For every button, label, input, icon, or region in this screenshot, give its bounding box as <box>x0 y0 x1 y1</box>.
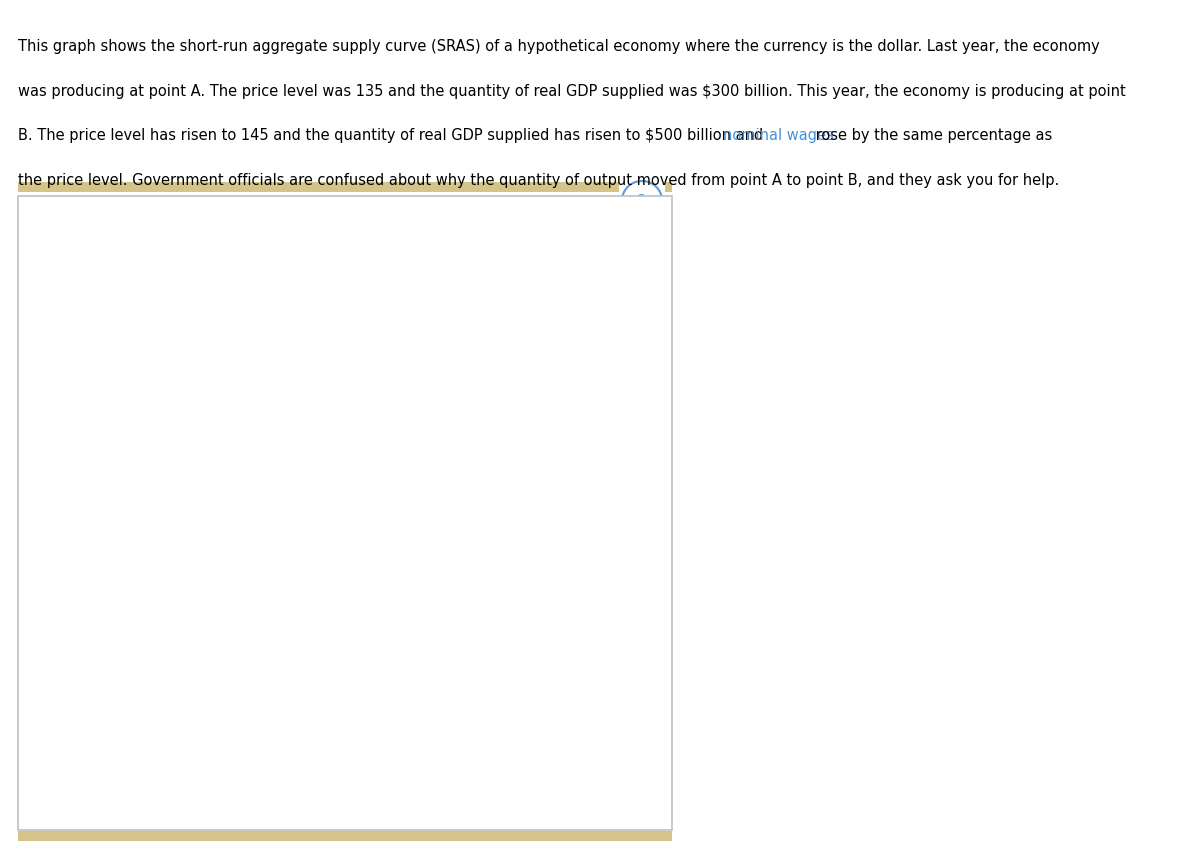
Text: ?: ? <box>637 193 647 210</box>
Text: was producing at point A. The price level was 135 and the quantity of real GDP s: was producing at point A. The price leve… <box>18 84 1126 98</box>
Text: B: B <box>434 435 445 449</box>
Y-axis label: PRICE LEVEL: PRICE LEVEL <box>48 460 62 556</box>
Text: A: A <box>307 564 318 579</box>
Text: the price level. Government officials are confused about why the quantity of out: the price level. Government officials ar… <box>18 173 1060 188</box>
Title: Short-Run Aggregate Supply: Short-Run Aggregate Supply <box>224 203 514 221</box>
Text: rose by the same percentage as: rose by the same percentage as <box>811 128 1052 143</box>
Text: nominal wages: nominal wages <box>724 128 834 143</box>
X-axis label: REAL GDP (Billions of dollars): REAL GDP (Billions of dollars) <box>257 812 481 827</box>
Text: SRAS: SRAS <box>563 313 604 328</box>
Text: B. The price level has risen to 145 and the quantity of real GDP supplied has ri: B. The price level has risen to 145 and … <box>18 128 768 143</box>
Text: This graph shows the short-run aggregate supply curve (SRAS) of a hypothetical e: This graph shows the short-run aggregate… <box>18 39 1099 53</box>
